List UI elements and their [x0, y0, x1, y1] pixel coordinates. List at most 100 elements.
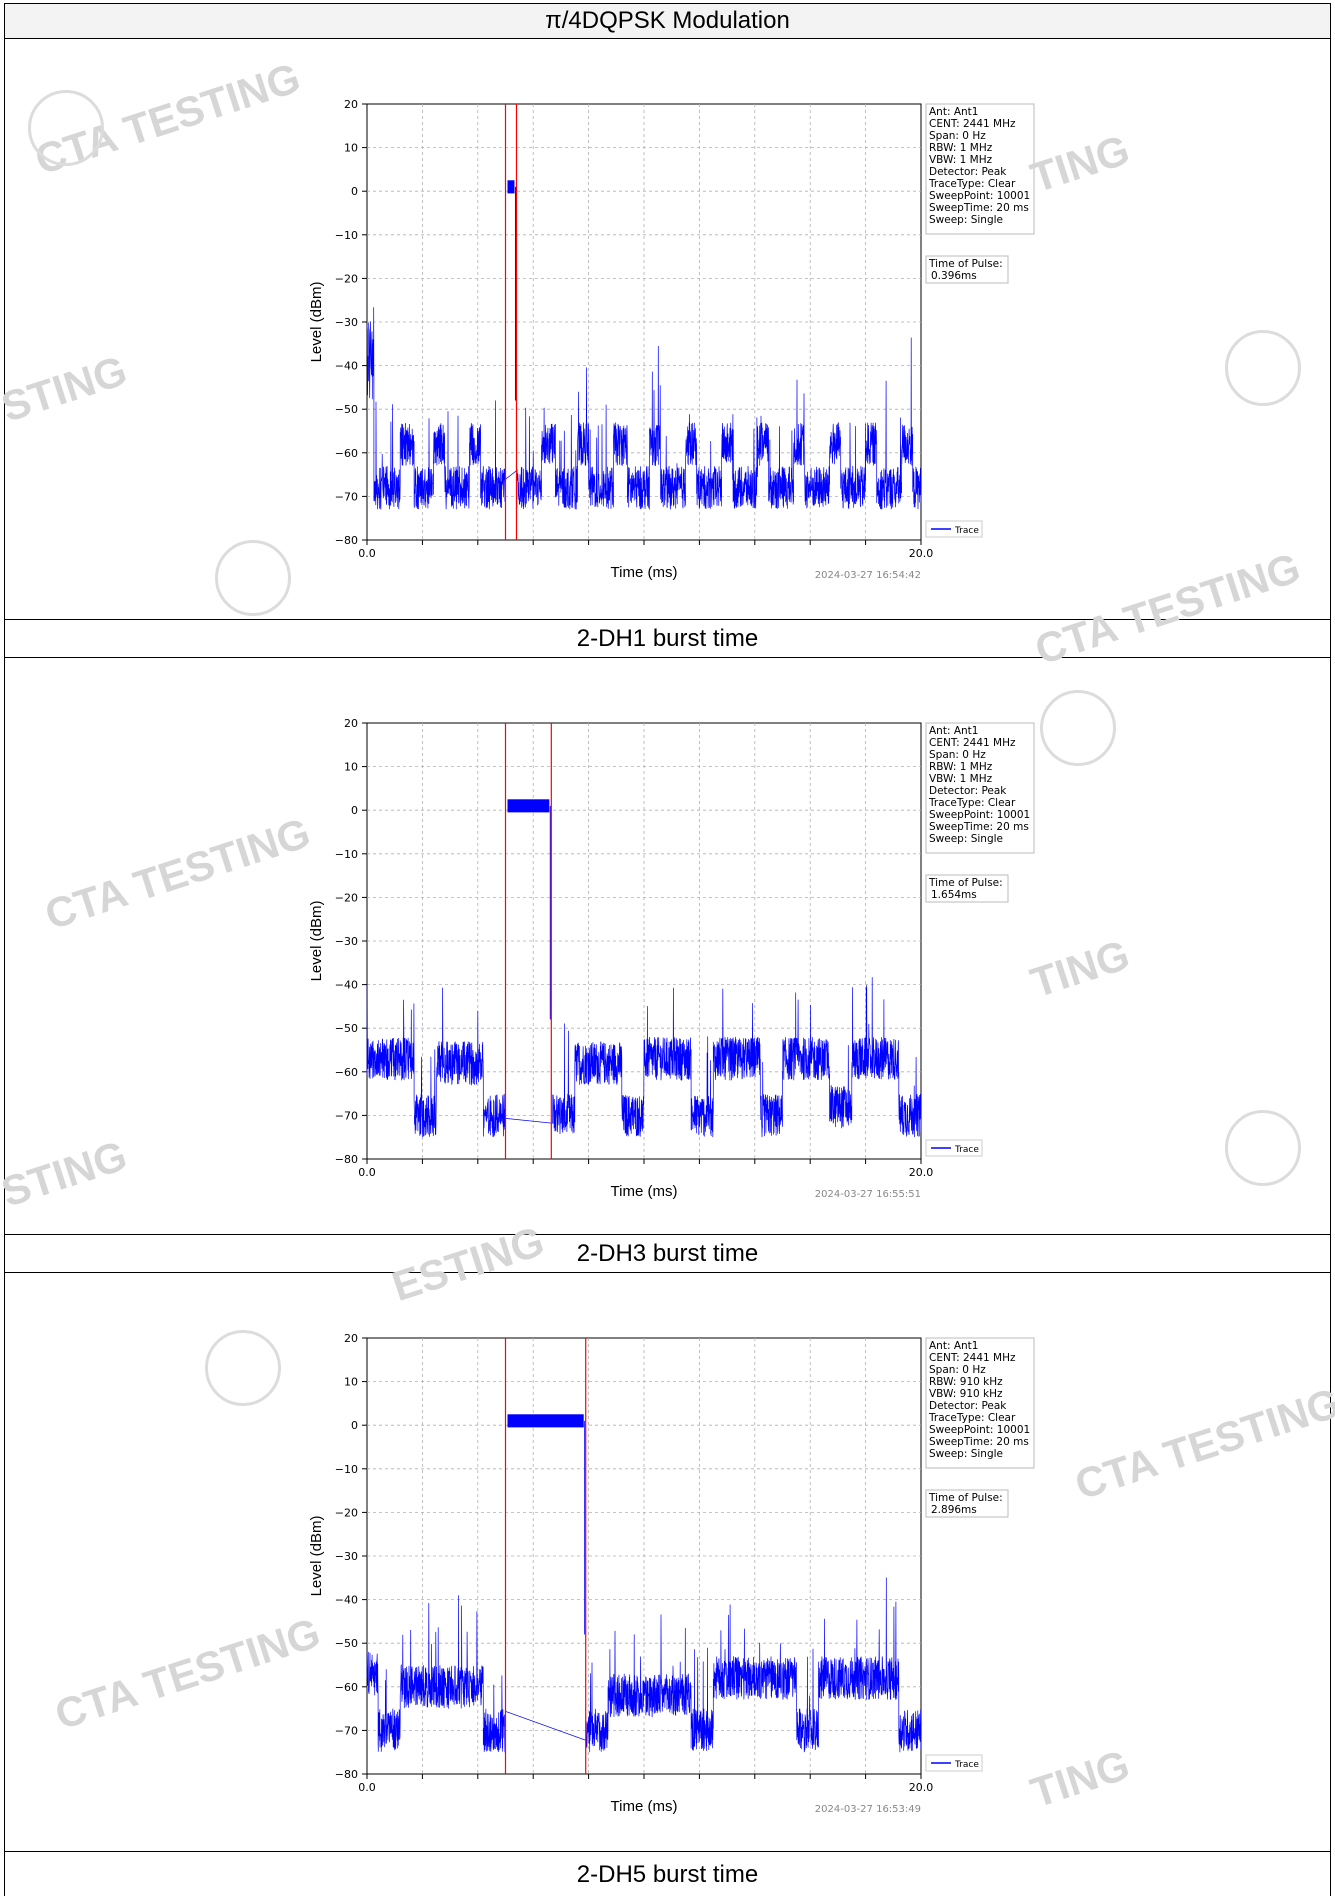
modulation-header: π/4DQPSK Modulation: [5, 4, 1330, 39]
y-axis-label: Level (dBm): [308, 282, 325, 363]
y-tick-label: −80: [335, 534, 358, 547]
info-box-line: Sweep: Single: [929, 833, 1003, 845]
chart-caption-3: 2-DH5 burst time: [576, 1860, 759, 1888]
burst-chart-2-dh5: 20 10 0 −10 −20 −30 −40 −50 −60 −70 −800.0 20.0 Time…: [308, 1332, 1035, 1815]
chart-cell-3: 20 10 0 −10 −20 −30 −40 −50 −60 −70 −80 0.0 20.0 Time…: [5, 1273, 1330, 1851]
y-tick-label: 10: [344, 761, 358, 774]
y-tick-label: −40: [335, 979, 358, 992]
legend-frame: [925, 520, 983, 538]
x-axis-label: Time (ms): [611, 564, 678, 581]
burst-chart-2-dh3: 20 10 0 −10 −20 −30 −40 −50 −60 −70 −800.0 20.0 Time…: [308, 717, 1035, 1200]
info-box-line: CENT: 2441 MHz: [929, 1352, 1016, 1364]
pulse-box-value: 1.654ms: [931, 889, 977, 901]
info-box-line: CENT: 2441 MHz: [929, 118, 1016, 130]
y-tick-label: −70: [335, 1109, 358, 1122]
y-tick-label: −50: [335, 403, 358, 416]
burst-pulse: [507, 1414, 584, 1428]
caption-row-3: 2-DH5 burst time: [5, 1851, 1330, 1897]
y-tick-label: 10: [344, 142, 358, 155]
chart-cell-1: 20 10 0 −10 −20 −30 −40 −50 −60 −70 −80 0.0 20.0 Time…: [5, 39, 1330, 619]
info-box-line: SweepPoint: 10001: [929, 809, 1030, 821]
y-tick-label: −50: [335, 1637, 358, 1650]
report-table: π/4DQPSK Modulation 20 10 0 −10 −20 −30 −40 −50…: [4, 3, 1331, 1897]
info-box-line: VBW: 1 MHz: [929, 773, 993, 785]
y-tick-label: −30: [335, 1550, 358, 1563]
y-tick-label: −40: [335, 360, 358, 373]
info-box-line: Sweep: Single: [929, 214, 1003, 226]
grid: [367, 104, 921, 540]
legend-frame: [925, 1754, 983, 1772]
info-box-line: SweepTime: 20 ms: [929, 1436, 1029, 1448]
info-box-line: Span: 0 Hz: [929, 1364, 986, 1376]
x-tick-label: 0.0: [358, 1166, 376, 1179]
y-tick-label: −80: [335, 1153, 358, 1166]
burst-chart-2-dh1: 20 10 0 −10 −20 −30 −40 −50 −60 −70 −800.0 20.0 Time…: [308, 98, 1035, 581]
info-box-frame: [925, 1337, 1035, 1469]
info-box-line: Detector: Peak: [929, 1400, 1007, 1412]
burst-pulse: [507, 180, 515, 194]
info-box-line: Ant: Ant1: [929, 1340, 978, 1352]
modulation-title: π/4DQPSK Modulation: [545, 7, 790, 34]
legend-label: Trace: [954, 1760, 979, 1770]
y-tick-label: −10: [335, 1463, 358, 1476]
y-tick-label: −60: [335, 1681, 358, 1694]
info-box-line: Ant: Ant1: [929, 106, 978, 118]
y-axis-label: Level (dBm): [308, 901, 325, 982]
x-axis-label: Time (ms): [611, 1183, 678, 1200]
trace-noise-line: [366, 977, 922, 1138]
info-box-frame: [925, 103, 1035, 235]
info-box-line: TraceType: Clear: [928, 178, 1016, 190]
pulse-time-box: Time of Pulse:0.396ms: [925, 255, 1009, 284]
chart-cell-2: 20 10 0 −10 −20 −30 −40 −50 −60 −70 −80 0.0 20.0 Time…: [5, 658, 1330, 1234]
info-box-line: RBW: 910 kHz: [929, 1376, 1003, 1388]
timestamp-label: 2024-03-27 16:53:49: [815, 1804, 921, 1815]
caption-row-1: 2-DH1 burst time: [5, 619, 1330, 658]
x-tick-label: 0.0: [358, 1781, 376, 1794]
caption-row-2: 2-DH3 burst time: [5, 1234, 1330, 1273]
y-axis-label: Level (dBm): [308, 1516, 325, 1597]
y-tick-label: −40: [335, 1594, 358, 1607]
y-tick-label: −30: [335, 935, 358, 948]
info-box-line: SweepPoint: 10001: [929, 1424, 1030, 1436]
y-tick-label: 10: [344, 1376, 358, 1389]
timestamp-label: 2024-03-27 16:55:51: [815, 1189, 921, 1200]
trace-noise-line: [366, 1577, 922, 1753]
info-box-line: Span: 0 Hz: [929, 749, 986, 761]
grid: [367, 1338, 921, 1774]
x-tick-label: 20.0: [909, 547, 934, 560]
y-tick-label: −80: [335, 1768, 358, 1781]
y-tick-label: −60: [335, 1066, 358, 1079]
chart-caption-2: 2-DH3 burst time: [576, 1239, 759, 1267]
legend: Trace: [925, 1139, 983, 1157]
info-box-line: CENT: 2441 MHz: [929, 737, 1016, 749]
info-box-line: SweepPoint: 10001: [929, 190, 1030, 202]
legend: Trace: [925, 520, 983, 538]
pulse-box-frame: [925, 255, 1009, 284]
info-box-line: RBW: 1 MHz: [929, 142, 993, 154]
y-tick-label: −70: [335, 490, 358, 503]
info-box-frame: [925, 722, 1035, 854]
y-tick-label: −10: [335, 848, 358, 861]
info-box-line: VBW: 910 kHz: [929, 1388, 1003, 1400]
legend-label: Trace: [954, 1145, 979, 1155]
y-tick-label: 0: [351, 185, 358, 198]
y-tick-label: 20: [344, 717, 358, 730]
x-tick-label: 0.0: [358, 547, 376, 560]
x-axis-label: Time (ms): [611, 1798, 678, 1815]
y-tick-label: −10: [335, 229, 358, 242]
y-tick-label: −20: [335, 891, 358, 904]
info-box-line: SweepTime: 20 ms: [929, 821, 1029, 833]
pulse-box-label: Time of Pulse:: [928, 258, 1003, 270]
pulse-box-value: 0.396ms: [931, 270, 977, 282]
info-box-line: RBW: 1 MHz: [929, 761, 993, 773]
pulse-box-label: Time of Pulse:: [928, 877, 1003, 889]
pulse-time-box: Time of Pulse:1.654ms: [925, 874, 1009, 903]
y-tick-label: −20: [335, 1506, 358, 1519]
info-box-line: Ant: Ant1: [929, 725, 978, 737]
timestamp-label: 2024-03-27 16:54:42: [815, 570, 921, 581]
x-tick-label: 20.0: [909, 1781, 934, 1794]
y-tick-label: −30: [335, 316, 358, 329]
